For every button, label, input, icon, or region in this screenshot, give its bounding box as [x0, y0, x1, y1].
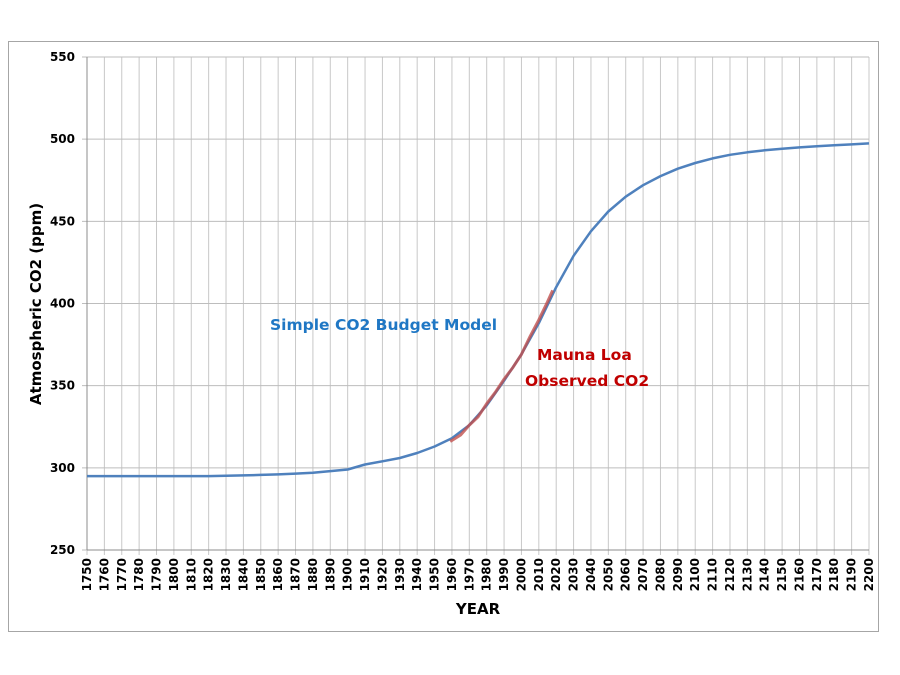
x-tick-label: 1770: [115, 558, 129, 591]
y-tick-label: 400: [50, 297, 75, 311]
model-co2-line: [87, 142, 870, 478]
x-tick-label: 2170: [810, 558, 824, 591]
x-tick-label: 1830: [219, 558, 233, 591]
x-tick-label: 2010: [532, 558, 546, 591]
x-tick-label: 2070: [636, 558, 650, 591]
x-tick-label: 2190: [845, 558, 859, 591]
x-tick-label: 2020: [549, 558, 563, 591]
observed-co2-line: [449, 289, 555, 443]
chart-frame: [8, 41, 879, 632]
x-tick-label: 1790: [150, 558, 164, 591]
x-tick-label: 1980: [480, 558, 494, 591]
x-tick-label: 1880: [306, 558, 320, 591]
x-tick-label: 2200: [862, 558, 876, 591]
x-tick-label: 2180: [827, 558, 841, 591]
x-tick-label: 2000: [514, 558, 528, 591]
x-tick-label: 2130: [740, 558, 754, 591]
y-tick-label: 500: [50, 132, 75, 146]
x-tick-label: 2160: [792, 558, 806, 591]
x-tick-label: 1920: [375, 558, 389, 591]
x-tick-label: 2040: [584, 558, 598, 591]
x-tick-label: 1900: [341, 558, 355, 591]
x-tick-label: 1840: [236, 558, 250, 591]
x-tick-label: 1760: [97, 558, 111, 591]
x-tick-label: 2090: [671, 558, 685, 591]
observed-annotation-line2: Observed CO2: [525, 372, 649, 390]
x-tick-label: 1850: [254, 558, 268, 591]
x-tick-label: 2100: [688, 558, 702, 591]
x-tick-label: 1870: [289, 558, 303, 591]
x-tick-label: 1950: [428, 558, 442, 591]
y-tick-label: 250: [50, 543, 75, 557]
x-tick-label: 2120: [723, 558, 737, 591]
x-tick-label: 2150: [775, 558, 789, 591]
x-tick-label: 1780: [132, 558, 146, 591]
x-tick-label: 1990: [497, 558, 511, 591]
x-tick-label: 1820: [202, 558, 216, 591]
observed-annotation-line1: Mauna Loa: [537, 346, 632, 364]
x-tick-label: 2080: [653, 558, 667, 591]
x-tick-label: 1810: [184, 558, 198, 591]
y-axis-title: Atmospheric CO2 (ppm): [27, 203, 45, 405]
x-tick-label: 1910: [358, 558, 372, 591]
x-tick-label: 1930: [393, 558, 407, 591]
x-tick-label: 2030: [567, 558, 581, 591]
x-tick-label: 1940: [410, 558, 424, 591]
y-tick-label: 350: [50, 379, 75, 393]
x-tick-label: 2060: [619, 558, 633, 591]
y-tick-label: 300: [50, 461, 75, 475]
y-tick-label: 450: [50, 214, 75, 228]
x-tick-label: 1890: [323, 558, 337, 591]
model-annotation: Simple CO2 Budget Model: [270, 316, 497, 334]
y-tick-label: 550: [50, 50, 75, 64]
x-axis-title: YEAR: [455, 600, 501, 618]
x-tick-label: 1800: [167, 558, 181, 591]
x-tick-label: 1750: [80, 558, 94, 591]
x-tick-label: 1970: [462, 558, 476, 591]
x-tick-label: 2110: [706, 558, 720, 591]
x-tick-label: 1960: [445, 558, 459, 591]
x-tick-label: 2140: [758, 558, 772, 591]
x-tick-label: 1860: [271, 558, 285, 591]
x-tick-label: 2050: [601, 558, 615, 591]
